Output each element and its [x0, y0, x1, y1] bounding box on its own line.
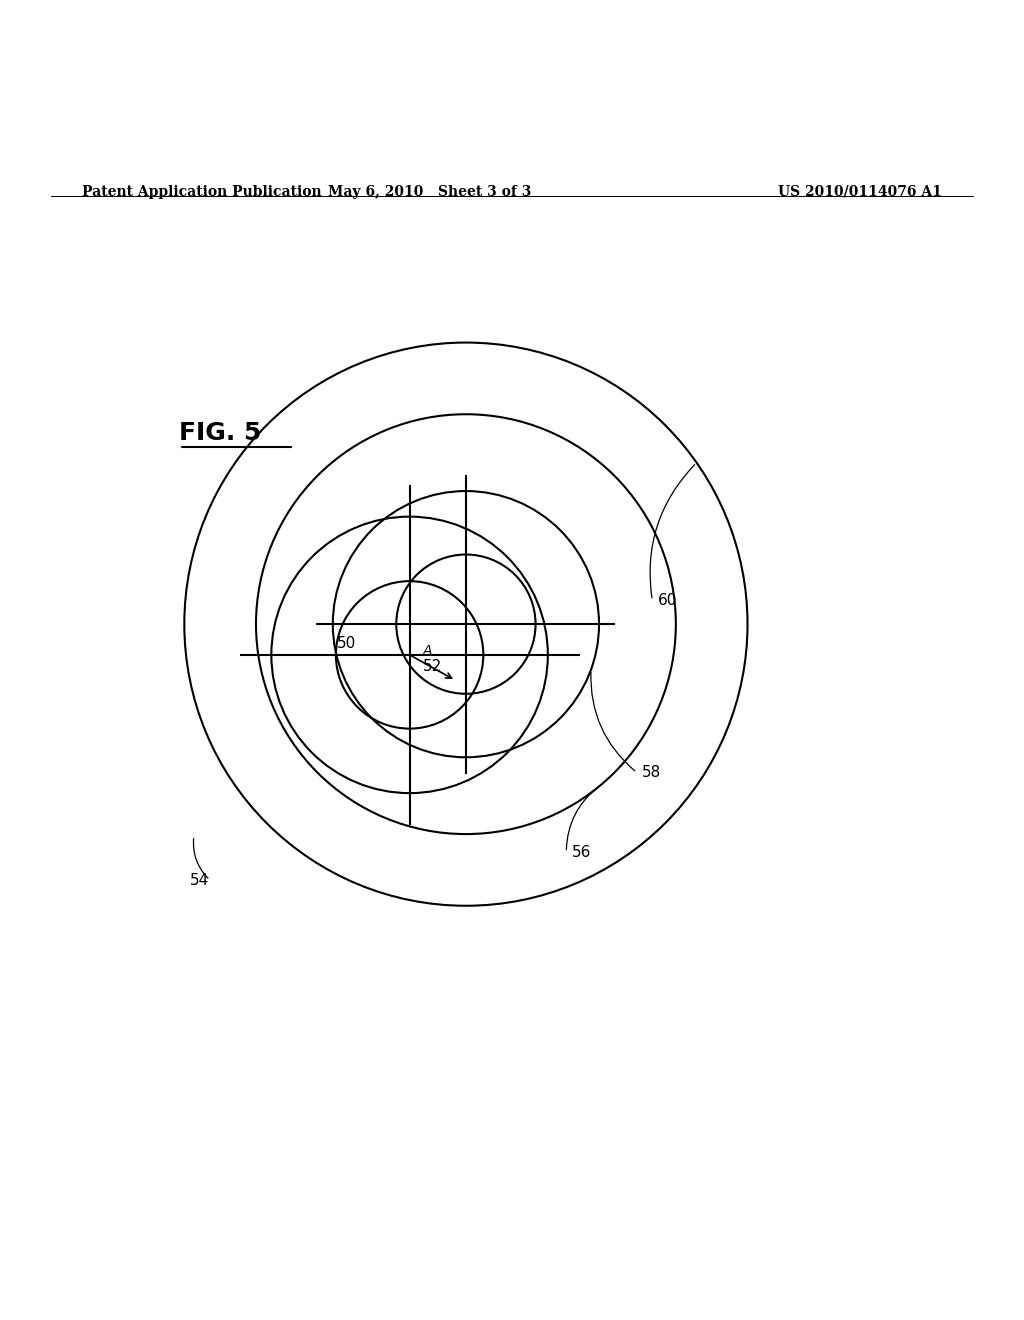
Text: May 6, 2010   Sheet 3 of 3: May 6, 2010 Sheet 3 of 3: [329, 185, 531, 199]
Text: US 2010/0114076 A1: US 2010/0114076 A1: [778, 185, 942, 199]
Text: 56: 56: [571, 845, 591, 861]
Text: 54: 54: [189, 873, 209, 887]
Text: 60: 60: [657, 593, 677, 609]
Text: 50: 50: [337, 636, 356, 651]
Text: A: A: [423, 644, 432, 657]
Text: 58: 58: [642, 766, 662, 780]
Text: Patent Application Publication: Patent Application Publication: [82, 185, 322, 199]
Text: 52: 52: [423, 659, 442, 675]
Text: FIG. 5: FIG. 5: [179, 421, 261, 445]
